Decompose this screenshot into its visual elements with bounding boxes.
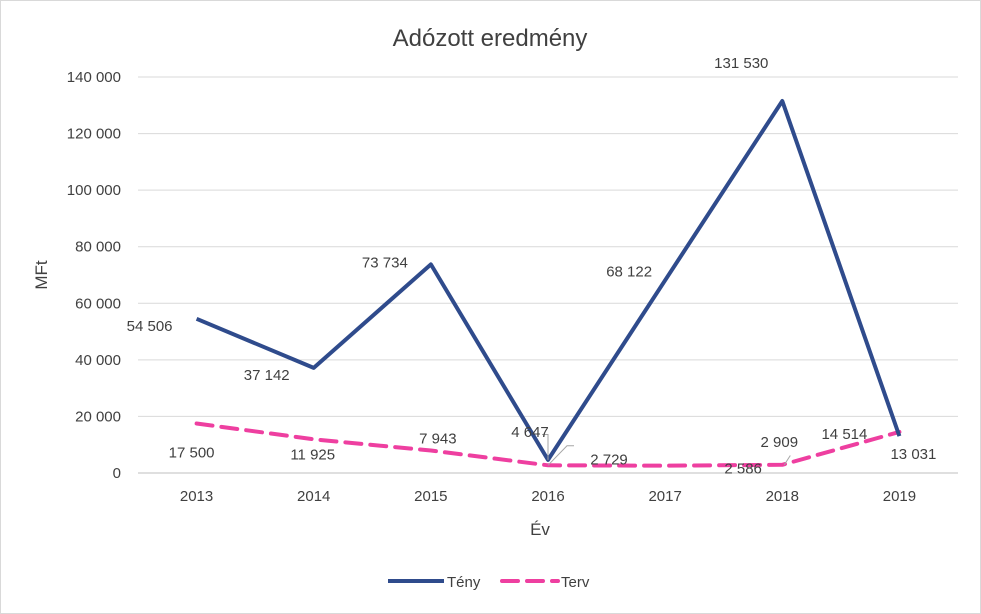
y-tick-label: 100 000 xyxy=(67,182,121,199)
x-tick-label: 2017 xyxy=(648,488,681,505)
x-axis-title: Év xyxy=(530,520,550,539)
data-label: 11 925 xyxy=(290,446,335,463)
y-axis-ticks: 0 20 000 40 000 60 000 80 000 100 000 120 000 1… xyxy=(67,69,121,482)
y-tick-label: 140 000 xyxy=(67,69,121,86)
leader-line xyxy=(547,445,574,466)
x-tick-label: 2016 xyxy=(531,488,564,505)
x-tick-label: 2015 xyxy=(414,488,447,505)
legend-label: Terv xyxy=(561,574,590,591)
x-tick-label: 2014 xyxy=(297,488,330,505)
data-label: 7 943 xyxy=(419,431,457,448)
data-label: 2 586 xyxy=(724,461,762,478)
data-label: 37 142 xyxy=(244,367,290,384)
data-label: 4 647 xyxy=(511,424,549,441)
y-tick-label: 80 000 xyxy=(75,239,121,256)
series-line-Tény xyxy=(195,99,902,462)
data-label: 131 530 xyxy=(714,55,768,72)
legend-item-Terv: Terv xyxy=(500,574,590,591)
legend: Tény Terv xyxy=(388,574,590,591)
leader-line xyxy=(783,455,791,466)
x-tick-label: 2019 xyxy=(883,488,916,505)
data-label: 2 909 xyxy=(761,434,799,451)
x-axis-ticks: 2013 2014 2015 2016 2017 2018 2019 xyxy=(180,488,916,505)
y-tick-label: 40 000 xyxy=(75,352,121,369)
data-label: 2 729 xyxy=(590,451,628,468)
data-label: 13 031 xyxy=(890,446,936,463)
y-tick-label: 60 000 xyxy=(75,295,121,312)
x-tick-label: 2018 xyxy=(766,488,799,505)
data-label: 14 514 xyxy=(821,426,867,443)
data-label: 54 506 xyxy=(127,318,173,335)
y-tick-label: 20 000 xyxy=(75,408,121,425)
legend-item-Tény: Tény xyxy=(388,574,481,591)
chart-title: Adózott eredmény xyxy=(393,25,588,52)
data-label-leaders xyxy=(542,434,791,466)
y-tick-label: 0 xyxy=(113,465,121,482)
y-tick-label: 120 000 xyxy=(67,126,121,143)
legend-label: Tény xyxy=(447,574,481,591)
x-tick-label: 2013 xyxy=(180,488,213,505)
y-axis-title: MFt xyxy=(32,260,51,290)
gridlines xyxy=(138,76,958,474)
data-labels: 54 506 37 142 73 734 4 647 68 122 131 530 13 0… xyxy=(127,55,937,478)
data-label: 17 500 xyxy=(169,445,215,462)
leader-line xyxy=(542,434,549,460)
data-label: 73 734 xyxy=(362,254,408,271)
series-lines xyxy=(194,99,902,468)
data-label: 68 122 xyxy=(606,263,652,280)
